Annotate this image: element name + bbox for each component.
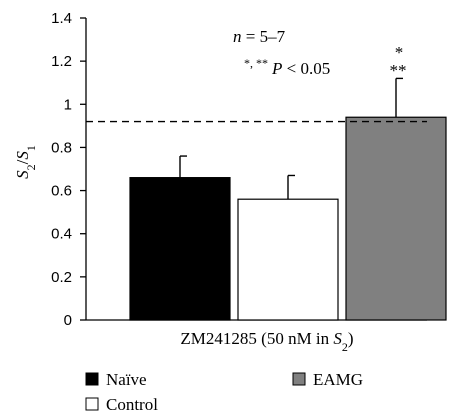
bar-control (237, 198, 339, 321)
legend-label-eamg: EAMG (313, 370, 363, 389)
p-annotation: *, ** P < 0.05 (244, 56, 330, 78)
bar-nave (129, 177, 231, 321)
legend: Naïve EAMG Control (85, 370, 363, 414)
legend-swatch-control (85, 397, 99, 411)
y-tick-label: 1.2 (51, 53, 72, 70)
error-bars (179, 77, 403, 200)
y-tick-label: 1.4 (51, 10, 72, 27)
y-ticks: 0 0.2 0.4 0.6 0.8 1 1.2 1.4 (51, 10, 86, 329)
bar-eamg (345, 116, 447, 321)
n-annotation: n = 5–7 (233, 27, 286, 46)
legend-swatch-naive (85, 372, 99, 386)
y-tick-label: 0.8 (51, 139, 72, 156)
y-tick-label: 0.4 (51, 226, 72, 243)
eamg-significance-star-2: ** (390, 61, 407, 80)
y-tick-label: 0 (64, 312, 72, 329)
y-tick-label: 0.2 (51, 269, 72, 286)
y-tick-label: 1 (64, 96, 72, 113)
legend-label-naive: Naïve (106, 370, 147, 389)
x-axis-label: ZM241285 (50 nM in S2) (180, 329, 353, 354)
eamg-significance-star-1: * (395, 43, 404, 62)
bars (129, 116, 447, 321)
y-tick-label: 0.6 (51, 183, 72, 200)
y-axis-label: S2/S1 (13, 145, 38, 179)
legend-label-control: Control (106, 395, 158, 414)
legend-swatch-eamg (292, 372, 306, 386)
p-annotation-stars: *, ** (244, 56, 268, 70)
